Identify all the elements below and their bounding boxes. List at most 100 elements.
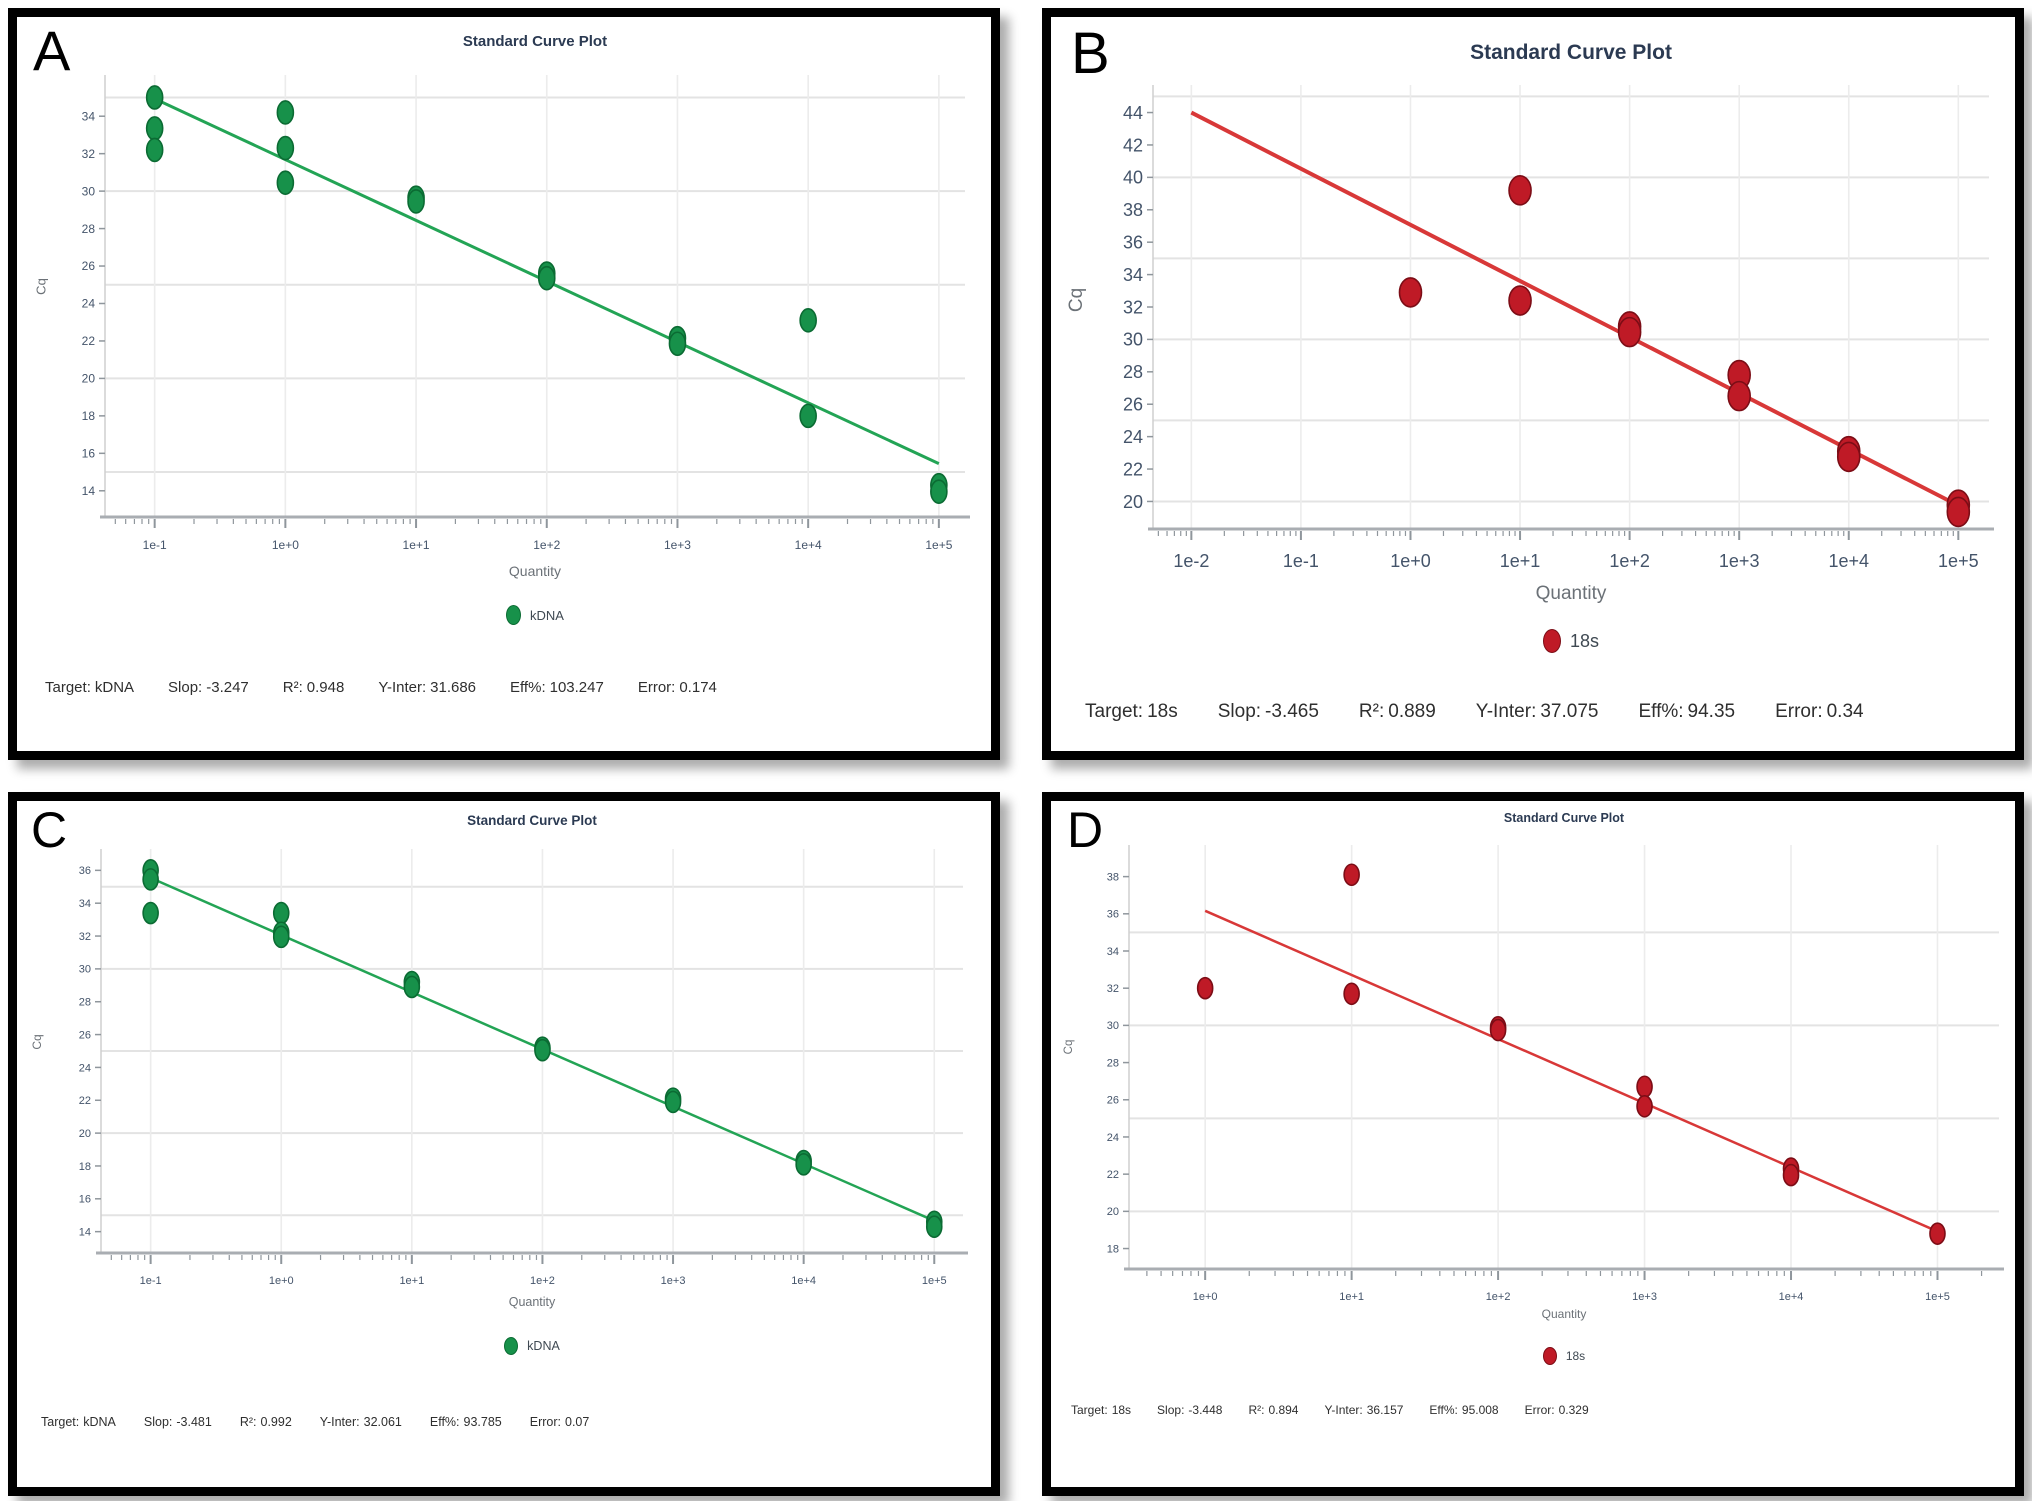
panel-letter: B <box>1071 21 1110 86</box>
svg-text:1e+0: 1e+0 <box>272 538 299 552</box>
legend-label: kDNA <box>530 607 564 623</box>
svg-text:1e+2: 1e+2 <box>530 1275 555 1287</box>
svg-text:22: 22 <box>1107 1169 1119 1181</box>
svg-text:36: 36 <box>1107 909 1119 921</box>
svg-text:1e+5: 1e+5 <box>922 1275 947 1287</box>
svg-text:1e+4: 1e+4 <box>1828 551 1869 571</box>
svg-text:26: 26 <box>79 1029 91 1041</box>
svg-text:32: 32 <box>1123 297 1143 317</box>
svg-text:28: 28 <box>1123 362 1143 382</box>
chart-title: Standard Curve Plot <box>467 813 597 828</box>
panel-letter: C <box>31 802 68 858</box>
svg-text:1e+5: 1e+5 <box>1925 1291 1950 1303</box>
legend: 18s <box>1151 629 1991 653</box>
chart-title: Standard Curve Plot <box>1470 41 1672 64</box>
svg-text:36: 36 <box>79 865 91 877</box>
svg-text:34: 34 <box>1107 946 1119 958</box>
svg-text:34: 34 <box>79 898 91 910</box>
svg-text:1e+3: 1e+3 <box>1719 551 1760 571</box>
stat-r2: R²: 0.889 <box>1358 701 1436 722</box>
svg-text:1e+0: 1e+0 <box>269 1275 294 1287</box>
svg-text:28: 28 <box>1107 1057 1119 1069</box>
stat-efficiency: Eff%: 93.785 <box>429 1415 502 1429</box>
chart-title: Standard Curve Plot <box>462 33 608 50</box>
panel-letter: D <box>1067 802 1104 858</box>
stat-error: Error: 0.329 <box>1524 1403 1589 1417</box>
svg-text:16: 16 <box>82 447 96 461</box>
svg-text:30: 30 <box>1107 1020 1119 1032</box>
svg-text:34: 34 <box>82 109 96 123</box>
svg-text:26: 26 <box>1123 395 1143 415</box>
svg-text:20: 20 <box>1123 492 1143 512</box>
svg-text:1e+1: 1e+1 <box>403 538 430 552</box>
y-axis-label: Cq <box>1063 1039 1075 1055</box>
svg-text:18: 18 <box>1107 1243 1119 1255</box>
svg-text:1e+1: 1e+1 <box>1339 1291 1364 1303</box>
legend-label: kDNA <box>527 1339 560 1353</box>
svg-text:30: 30 <box>1123 330 1143 350</box>
chart-title: Standard Curve Plot <box>1503 811 1625 825</box>
svg-text:28: 28 <box>79 997 91 1009</box>
svg-text:24: 24 <box>1123 427 1143 447</box>
svg-text:1e+5: 1e+5 <box>925 538 952 552</box>
svg-text:1e-2: 1e-2 <box>1173 551 1209 571</box>
legend-label: 18s <box>1565 1349 1586 1363</box>
svg-text:1e+4: 1e+4 <box>795 538 822 552</box>
standard-curve-plot-a: 14 16 18 20 22 24 26 28 30 32 34 1e-1 1e+0 1e+1 1e+2 1e… <box>82 75 970 552</box>
legend-label: 18s <box>1569 630 1600 651</box>
stat-target: Target: 18s <box>1071 1403 1132 1417</box>
stat-efficiency: Eff%: 94.35 <box>1638 701 1736 722</box>
stat-error: Error: 0.174 <box>637 679 717 696</box>
panel-a: 14 16 18 20 22 24 26 28 30 32 34 1e-1 1e+0 1e+1 1e+2 1e… <box>8 8 1000 760</box>
legend-marker-icon <box>506 605 522 625</box>
stat-slope: Slop: -3.465 <box>1217 701 1319 722</box>
svg-text:1e-1: 1e-1 <box>143 538 167 552</box>
y-axis-label: Cq <box>33 278 49 295</box>
stats-row: Target: 18s Slop: -3.448 R²: 0.894 Y-Inter:… <box>1071 1403 1593 1417</box>
svg-text:1e-1: 1e-1 <box>140 1275 162 1287</box>
svg-text:18: 18 <box>79 1161 91 1173</box>
svg-text:1e+3: 1e+3 <box>1632 1291 1657 1303</box>
svg-text:1e+4: 1e+4 <box>1779 1291 1804 1303</box>
svg-text:1e+2: 1e+2 <box>1609 551 1650 571</box>
stat-error: Error: 0.07 <box>529 1415 590 1429</box>
stat-slope: Slop: -3.247 <box>168 679 249 696</box>
svg-text:20: 20 <box>82 372 96 386</box>
panel-b: 20 22 24 26 28 30 32 34 36 38 40 42 44 1e-2 1e-1 1e+0 1e… <box>1042 8 2024 760</box>
svg-text:1e+2: 1e+2 <box>533 538 560 552</box>
svg-text:28: 28 <box>82 222 96 236</box>
x-axis-label: Quantity <box>508 1295 556 1309</box>
stat-target: Target: 18s <box>1085 701 1178 722</box>
svg-text:20: 20 <box>1107 1206 1119 1218</box>
svg-text:24: 24 <box>82 297 96 311</box>
svg-text:42: 42 <box>1123 135 1143 155</box>
svg-text:1e+4: 1e+4 <box>791 1275 816 1287</box>
stat-y-intercept: Y-Inter: 36.157 <box>1324 1403 1404 1417</box>
svg-text:22: 22 <box>79 1095 91 1107</box>
svg-text:34: 34 <box>1123 265 1143 285</box>
stats-row: Target: kDNA Slop: -3.481 R²: 0.992 Y-Inter… <box>41 1415 593 1429</box>
stat-y-intercept: Y-Inter: 31.686 <box>378 679 477 696</box>
svg-text:24: 24 <box>1107 1132 1119 1144</box>
stat-r2: R²: 0.894 <box>1248 1403 1299 1417</box>
stat-y-intercept: Y-Inter: 37.075 <box>1475 701 1599 722</box>
svg-text:1e+3: 1e+3 <box>661 1275 686 1287</box>
stat-r2: R²: 0.992 <box>239 1415 292 1429</box>
legend-marker-icon <box>1542 629 1561 653</box>
panel-c: 14 16 18 20 22 24 26 28 30 32 34 36 1e-1 1e+0 1e+1 1e+2… <box>8 792 1000 1496</box>
standard-curve-plot-c: 14 16 18 20 22 24 26 28 30 32 34 36 1e-1 1e+0 1e+1 1e+2… <box>79 849 968 1287</box>
svg-text:40: 40 <box>1123 168 1143 188</box>
svg-text:1e+2: 1e+2 <box>1486 1291 1511 1303</box>
y-axis-label: Cq <box>30 1034 44 1050</box>
legend: 18s <box>1129 1347 1999 1365</box>
svg-text:38: 38 <box>1123 200 1143 220</box>
panel-d: 18 20 22 24 26 28 30 32 34 36 38 1e+0 1e+1 1e+2 1e+3 1e… <box>1042 792 2024 1496</box>
svg-text:1e-1: 1e-1 <box>1283 551 1319 571</box>
svg-text:22: 22 <box>1123 459 1143 479</box>
svg-text:26: 26 <box>1107 1095 1119 1107</box>
stats-row: Target: 18s Slop: -3.465 R²: 0.889 Y-Inter:… <box>1085 701 1868 723</box>
stats-row: Target: kDNA Slop: -3.247 R²: 0.948 Y-Inter… <box>45 679 721 696</box>
x-axis-label: Quantity <box>1541 1307 1587 1321</box>
svg-text:1e+3: 1e+3 <box>664 538 691 552</box>
